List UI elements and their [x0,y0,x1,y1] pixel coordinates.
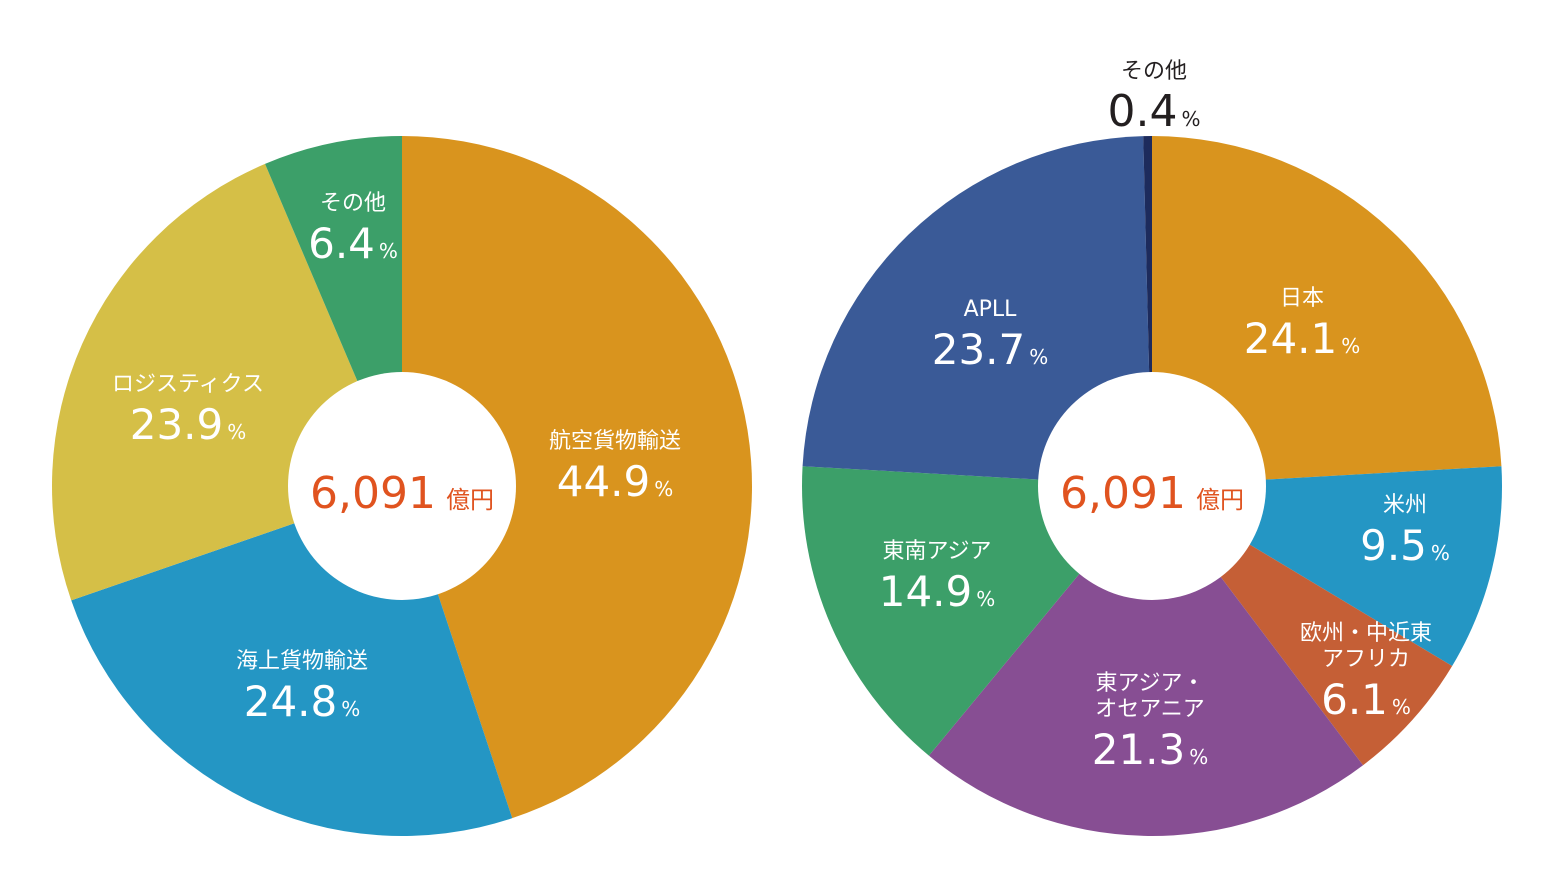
slice-label: 東アジア・オセアニア 21.3% [1092,671,1209,774]
pie-slice [402,136,752,819]
pie-slice [802,136,1152,486]
slice-category-label: 欧州・中近東 [1300,621,1432,646]
slice-label: その他 6.4% [308,191,398,268]
pie-slice [928,486,1364,836]
slice-value-label: 23.9% [130,400,247,449]
slice-category-label: アフリカ [1322,647,1410,672]
slice-label: 米州 9.5% [1360,493,1450,570]
slice-category-label: 東南アジア [882,539,991,564]
center-total: 6,091 億円 [310,468,494,519]
slice-value-label: 44.9% [557,457,674,506]
slice-value-label: 9.5% [1360,521,1450,570]
slice-category-label: 東アジア・ [1095,671,1204,696]
slice-value-label: 6.4% [308,219,398,268]
slice-category-label: その他 [320,191,386,216]
slice-value-label: 14.9% [879,567,996,616]
slice-category-label: 海上貨物輸送 [236,649,368,674]
slice-category-label: 日本 [1280,286,1324,311]
slice-label: 日本 24.1% [1244,286,1361,363]
slice-value-label: 0.4% [1108,86,1201,137]
pie-chart-1: 6,091 億円 航空貨物輸送 44.9 % 海上貨物輸送 24.8 % ロジスティクス 23.9… [51,136,752,836]
center-total: 6,091 億円 [1060,468,1244,519]
slice-category-label: ロジスティクス [112,372,264,397]
slice-category-label: 米州 [1383,493,1427,518]
slice-value-label: 21.3% [1092,725,1209,774]
donut-hole [288,372,516,600]
slice-category-label: オセアニア [1095,697,1205,722]
slice-value-label: 23.7% [932,325,1049,374]
slice-category-label: 航空貨物輸送 [549,429,681,454]
slice-value-label: 24.1% [1244,314,1361,363]
pie-slice [1152,136,1502,486]
slice-value-label: 6.1% [1321,675,1411,724]
slice-label: ロジスティクス 23.9% [112,372,264,449]
slice-label: 海上貨物輸送 24.8% [236,649,368,726]
slice-category-label: APLL [964,297,1018,322]
slice-value-label: 24.8% [244,677,361,726]
slice-label: 東南アジア 14.9% [879,539,996,616]
slice-label: 航空貨物輸送 44.9% [549,429,681,506]
donut-hole [1038,372,1266,600]
slice-category-label: その他 [1121,59,1187,84]
slice-label: APLL 23.7% [932,297,1049,374]
